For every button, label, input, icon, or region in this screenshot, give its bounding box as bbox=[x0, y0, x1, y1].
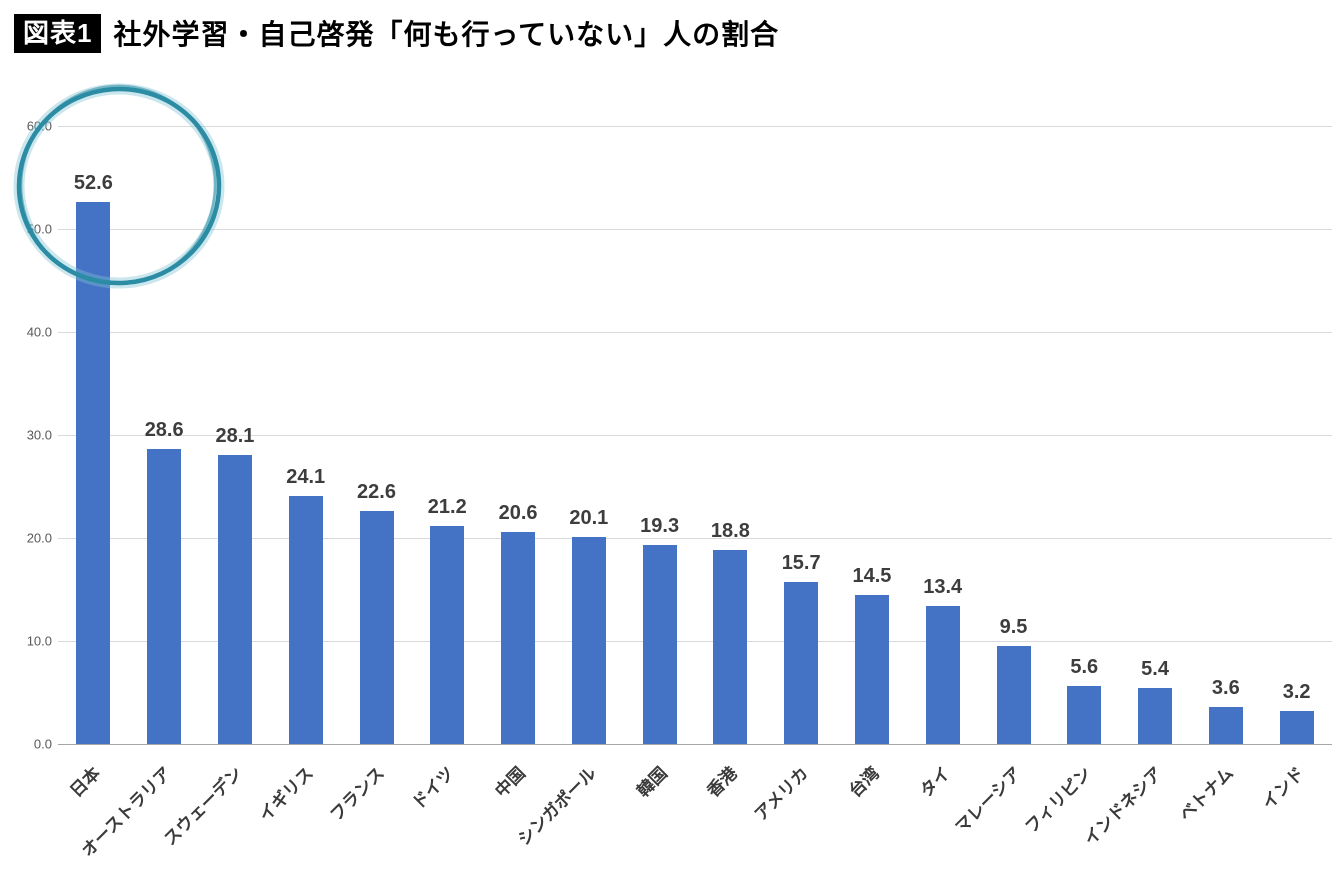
plot-area: 0.0 10.0 20.0 30.0 40.0 50.0 60.0 52.6 日本 28.6 オース… bbox=[27, 119, 1332, 861]
value-label: 5.6 bbox=[1070, 656, 1099, 679]
value-label: 5.4 bbox=[1141, 658, 1169, 681]
value-label: 15.7 bbox=[781, 552, 821, 575]
bar-フィリピン bbox=[1067, 686, 1102, 744]
value-label: 24.1 bbox=[286, 465, 326, 488]
bar-インド bbox=[1279, 711, 1314, 744]
chart-header: 図表1 社外学習・自己啓発「何も行っていない」人の割合 bbox=[14, 13, 779, 53]
bar-中国 bbox=[501, 531, 536, 744]
bar-日本 bbox=[76, 202, 111, 744]
value-label: 28.1 bbox=[215, 424, 255, 447]
value-label: 3.6 bbox=[1211, 676, 1240, 699]
value-label: 14.5 bbox=[852, 564, 892, 587]
bar-ドイツ bbox=[430, 525, 465, 744]
value-label: 9.5 bbox=[999, 616, 1028, 639]
page-title: 社外学習・自己啓発「何も行っていない」人の割合 bbox=[113, 19, 780, 50]
y-axis-tick-label: 10.0 bbox=[26, 633, 52, 649]
value-label: 13.4 bbox=[923, 575, 963, 598]
gridline bbox=[58, 229, 1332, 230]
value-label: 20.1 bbox=[569, 506, 609, 529]
value-label: 21.2 bbox=[427, 495, 467, 518]
value-label: 52.6 bbox=[73, 172, 113, 195]
value-label: 22.6 bbox=[357, 481, 396, 504]
bar-フランス bbox=[359, 511, 394, 744]
bar-台湾 bbox=[854, 594, 889, 744]
figure-badge: 図表1 bbox=[14, 13, 102, 53]
bar-スウェーデン bbox=[217, 454, 252, 744]
value-label: 3.2 bbox=[1282, 681, 1311, 704]
y-axis-tick-label: 30.0 bbox=[26, 427, 52, 443]
bar-イギリス bbox=[288, 495, 323, 744]
gridline bbox=[58, 126, 1332, 127]
y-axis-tick-label: 50.0 bbox=[26, 221, 52, 237]
value-label: 18.8 bbox=[710, 520, 750, 543]
bar-ベトナム bbox=[1208, 706, 1243, 744]
value-label: 28.6 bbox=[144, 419, 184, 442]
bar-オーストラリア bbox=[147, 449, 182, 744]
value-label: 20.6 bbox=[498, 501, 538, 524]
bar-マレーシア bbox=[996, 646, 1031, 744]
bar-香港 bbox=[713, 550, 748, 744]
y-axis-tick-label: 20.0 bbox=[26, 530, 52, 546]
y-axis-tick-label: 0.0 bbox=[33, 736, 52, 752]
value-label: 19.3 bbox=[640, 515, 680, 538]
bar-アメリカ bbox=[784, 582, 819, 744]
bar-タイ bbox=[925, 605, 960, 744]
bar-韓国 bbox=[642, 545, 677, 744]
gridline bbox=[58, 744, 1332, 745]
bar-インドネシア bbox=[1138, 688, 1173, 744]
gridline bbox=[58, 641, 1332, 642]
bar-シンガポール bbox=[571, 536, 606, 744]
gridline bbox=[58, 435, 1332, 436]
gridline bbox=[58, 332, 1332, 333]
y-axis-tick-label: 60.0 bbox=[26, 118, 52, 134]
gridline bbox=[58, 538, 1332, 539]
y-axis-tick-label: 40.0 bbox=[26, 324, 52, 340]
